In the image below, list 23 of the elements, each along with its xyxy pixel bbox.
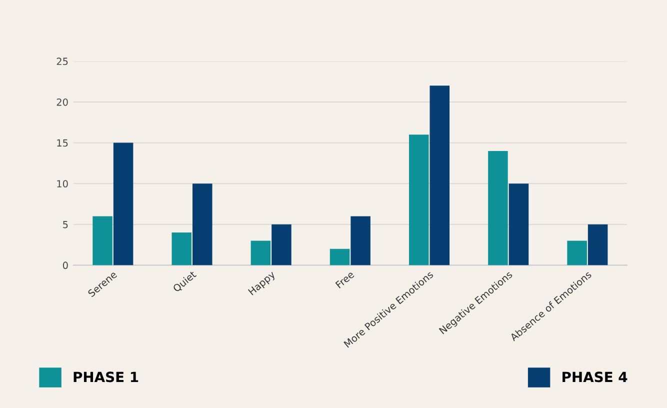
- bar: [272, 224, 292, 266]
- legend-label: PHASE 1: [74, 372, 138, 382]
- y-tick-label: 10: [57, 180, 68, 188]
- bar: [113, 142, 134, 266]
- y-tick-label: 0: [62, 262, 68, 270]
- legend-label: PHASE 4: [562, 372, 628, 382]
- y-tick-label: 15: [57, 139, 68, 147]
- bar: [567, 240, 587, 266]
- bar: [192, 184, 212, 266]
- bar: [488, 150, 508, 266]
- y-tick-label: 5: [63, 221, 68, 228]
- bar: [430, 86, 450, 266]
- x-tick-label: Free: [335, 270, 355, 288]
- y-tick-label: 20: [56, 98, 68, 106]
- bar: [250, 240, 271, 266]
- bar: [350, 216, 370, 266]
- bar: [588, 224, 608, 266]
- bar: [172, 232, 192, 266]
- bar: [92, 216, 112, 266]
- bar: [330, 248, 350, 266]
- bar: [408, 134, 429, 266]
- y-tick-label: 25: [56, 58, 68, 66]
- bar: [508, 184, 529, 266]
